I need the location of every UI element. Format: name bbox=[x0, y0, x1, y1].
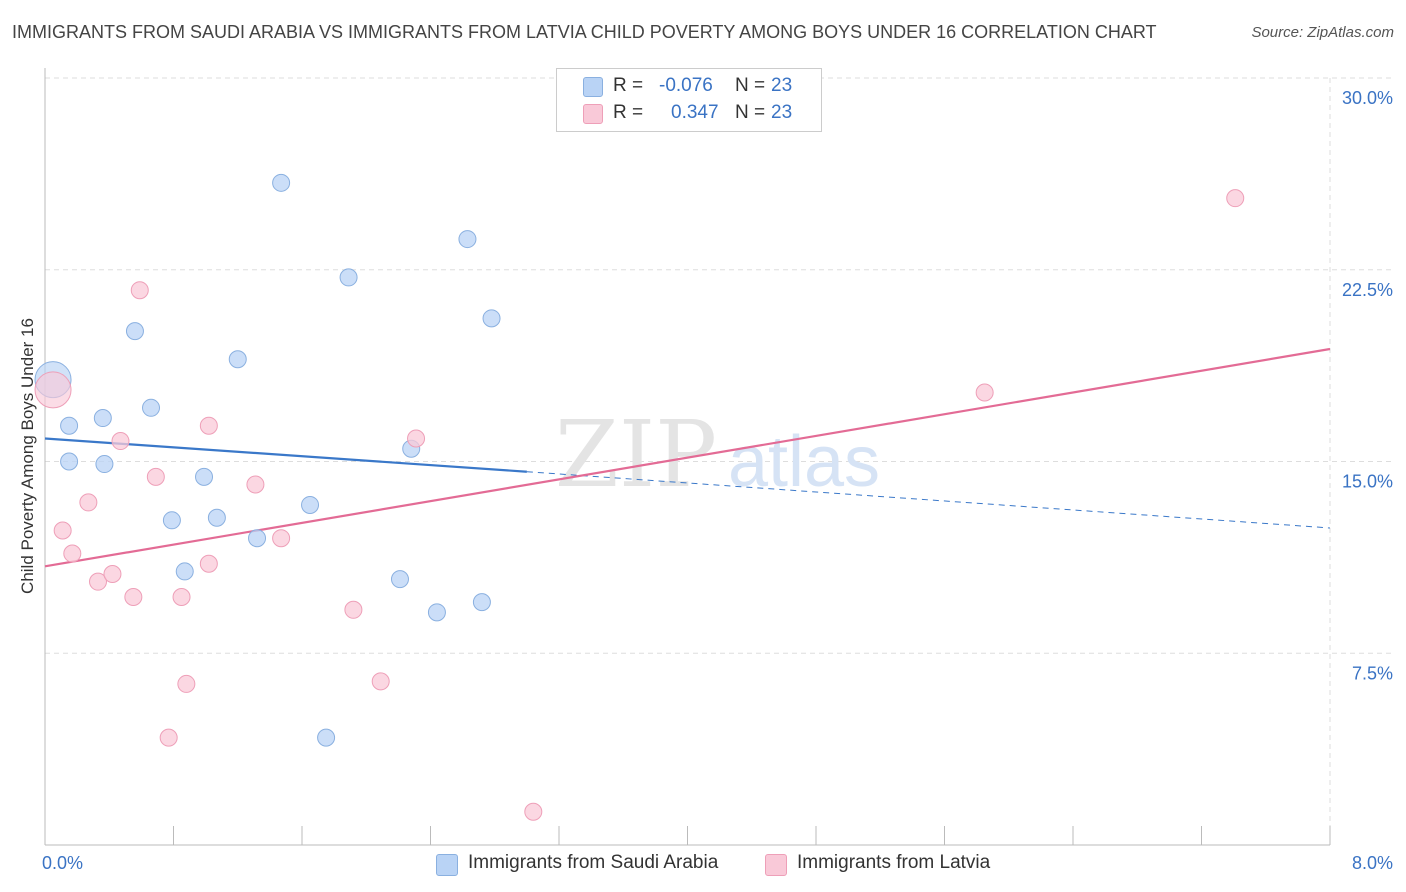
y-tick-label: 22.5% bbox=[1342, 280, 1393, 300]
legend-n-label: N = bbox=[735, 75, 766, 96]
chart-title: IMMIGRANTS FROM SAUDI ARABIA VS IMMIGRAN… bbox=[12, 22, 1157, 42]
latvia-point bbox=[79, 493, 98, 512]
saudi-point bbox=[472, 593, 491, 612]
latvia-point bbox=[177, 674, 196, 693]
latvia-point bbox=[407, 429, 426, 448]
watermark-atlas: atlas bbox=[728, 422, 880, 502]
saudi-swatch bbox=[436, 854, 458, 876]
y-tick-label: 30.0% bbox=[1342, 88, 1393, 108]
latvia-point bbox=[975, 383, 994, 402]
latvia-point bbox=[246, 475, 265, 494]
latvia-point bbox=[124, 588, 143, 607]
saudi-trend-extension bbox=[526, 471, 1331, 529]
legend-r-value: -0.076 bbox=[659, 75, 713, 96]
saudi-swatch bbox=[583, 77, 603, 97]
saudi-point bbox=[95, 455, 114, 474]
latvia-swatch bbox=[583, 104, 603, 124]
latvia-point bbox=[130, 281, 149, 300]
latvia-point bbox=[89, 572, 108, 591]
tick-label-layer: 7.5% 15.0% 22.5% 30.0% 0.0% 8.0% bbox=[42, 88, 1393, 873]
latvia-point bbox=[344, 600, 363, 619]
saudi-point bbox=[162, 511, 181, 530]
axis-layer bbox=[44, 68, 1331, 846]
saudi-point bbox=[317, 728, 336, 747]
saudi-point bbox=[301, 495, 320, 514]
saudi-point bbox=[272, 173, 291, 192]
saudi-point bbox=[60, 416, 79, 435]
latvia-legend-label: Immigrants from Latvia bbox=[797, 852, 991, 873]
points-layer bbox=[34, 173, 1245, 821]
latvia-trend-line bbox=[44, 347, 1331, 568]
latvia-point bbox=[272, 529, 291, 548]
saudi-point bbox=[125, 322, 144, 341]
saudi-legend-label: Immigrants from Saudi Arabia bbox=[468, 852, 719, 873]
correlation-legend: R = -0.076 N = 23 R = 0.347 N = 23 bbox=[556, 68, 822, 132]
saudi-point bbox=[175, 562, 194, 581]
saudi-point bbox=[427, 603, 446, 622]
saudi-point bbox=[60, 452, 79, 471]
x-tick-label: 0.0% bbox=[42, 853, 83, 873]
latvia-point bbox=[199, 416, 218, 435]
latvia-point bbox=[63, 544, 82, 563]
y-tick-label: 7.5% bbox=[1352, 663, 1393, 683]
legend-n-value: 23 bbox=[771, 102, 793, 123]
saudi-point bbox=[482, 309, 501, 328]
latvia-swatch bbox=[765, 854, 787, 876]
saudi-point bbox=[458, 230, 477, 249]
latvia-point bbox=[1226, 189, 1245, 208]
latvia-point bbox=[159, 728, 178, 747]
latvia-point bbox=[524, 802, 543, 821]
trend-layer bbox=[44, 347, 1331, 568]
y-axis-label: Child Poverty Among Boys Under 16 bbox=[18, 318, 37, 594]
legend-n-label: N = bbox=[735, 102, 766, 123]
legend-r-label: R = bbox=[613, 102, 644, 123]
latvia-point bbox=[146, 467, 165, 486]
latvia-point bbox=[172, 588, 191, 607]
latvia-point bbox=[371, 672, 390, 691]
source-label: Source: ZipAtlas.com bbox=[1251, 24, 1394, 41]
saudi-point bbox=[195, 467, 214, 486]
saudi-point bbox=[390, 570, 409, 589]
saudi-point bbox=[93, 409, 112, 428]
saudi-point bbox=[228, 350, 247, 369]
legend-n-value: 23 bbox=[771, 75, 793, 96]
saudi-point bbox=[207, 508, 226, 527]
legend-r-value: 0.347 bbox=[671, 102, 719, 123]
legend-r-label: R = bbox=[613, 75, 644, 96]
latvia-point bbox=[34, 371, 72, 409]
saudi-point bbox=[248, 529, 267, 548]
latvia-point bbox=[199, 554, 218, 573]
grid-layer bbox=[45, 77, 1394, 845]
latvia-point bbox=[111, 432, 130, 451]
saudi-point bbox=[142, 398, 161, 417]
latvia-point bbox=[53, 521, 72, 540]
watermark-zip: ZIP bbox=[555, 401, 717, 508]
saudi-point bbox=[339, 268, 358, 287]
y-tick-label: 15.0% bbox=[1342, 472, 1393, 492]
latvia-point bbox=[103, 564, 122, 583]
x-tick-label: 8.0% bbox=[1352, 853, 1393, 873]
watermark: ZIP atlas bbox=[555, 401, 880, 508]
